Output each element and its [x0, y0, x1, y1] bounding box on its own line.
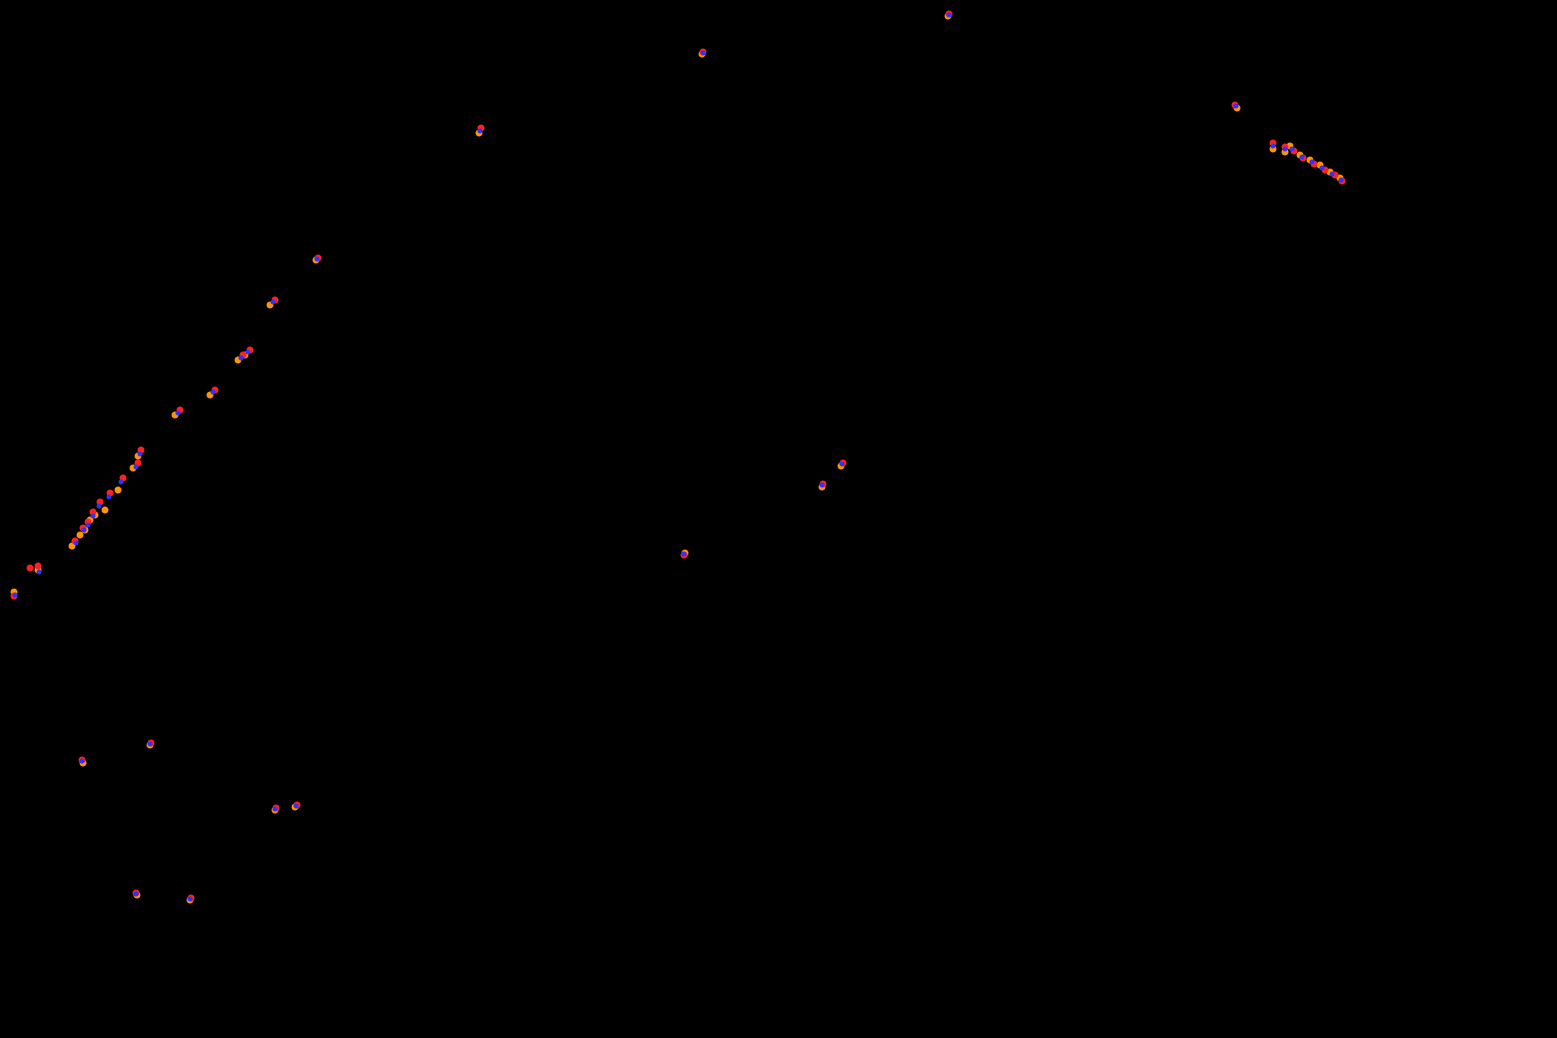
scatter-point-blue: [1283, 147, 1288, 152]
scatter-point-blue: [820, 483, 825, 488]
scatter-plot: [0, 0, 1557, 1038]
scatter-point-blue: [246, 350, 251, 355]
scatter-point-blue: [1234, 104, 1239, 109]
scatter-point-blue: [294, 804, 299, 809]
scatter-point-blue: [119, 480, 124, 485]
scatter-point-blue: [1300, 155, 1305, 160]
scatter-point-blue: [86, 523, 91, 528]
scatter-point-blue: [138, 452, 143, 457]
scatter-point-blue: [13, 593, 18, 598]
scatter-point-blue: [840, 462, 845, 467]
scatter-point-red: [27, 565, 34, 572]
scatter-point-blue: [1271, 144, 1276, 149]
scatter-point-blue: [211, 390, 216, 395]
scatter-point-blue: [134, 892, 139, 897]
scatter-point-blue: [188, 897, 193, 902]
scatter-point-blue: [478, 129, 483, 134]
scatter-point-blue: [239, 356, 244, 361]
scatter-point-blue: [1339, 178, 1344, 183]
scatter-point-blue: [97, 504, 102, 509]
scatter-point-orange: [115, 487, 122, 494]
scatter-point-blue: [315, 257, 320, 262]
scatter-point-blue: [271, 300, 276, 305]
scatter-point-blue: [947, 13, 952, 18]
scatter-point-red: [35, 563, 42, 570]
scatter-point-blue: [682, 552, 687, 557]
scatter-point-blue: [82, 528, 87, 533]
scatter-point-blue: [1330, 172, 1335, 177]
scatter-point-blue: [176, 411, 181, 416]
scatter-point-blue: [1290, 147, 1295, 152]
scatter-point-blue: [91, 514, 96, 519]
scatter-point-blue: [1320, 166, 1325, 171]
scatter-point-blue: [148, 742, 153, 747]
scatter-point-blue: [134, 465, 139, 470]
scatter-point-blue: [1310, 160, 1315, 165]
scatter-point-blue: [273, 807, 278, 812]
scatter-point-blue: [701, 51, 706, 56]
scatter-point-blue: [107, 495, 112, 500]
scatter-point-blue: [74, 541, 79, 546]
scatter-point-orange: [102, 507, 109, 514]
scatter-point-blue: [37, 570, 42, 575]
scatter-point-blue: [80, 759, 85, 764]
